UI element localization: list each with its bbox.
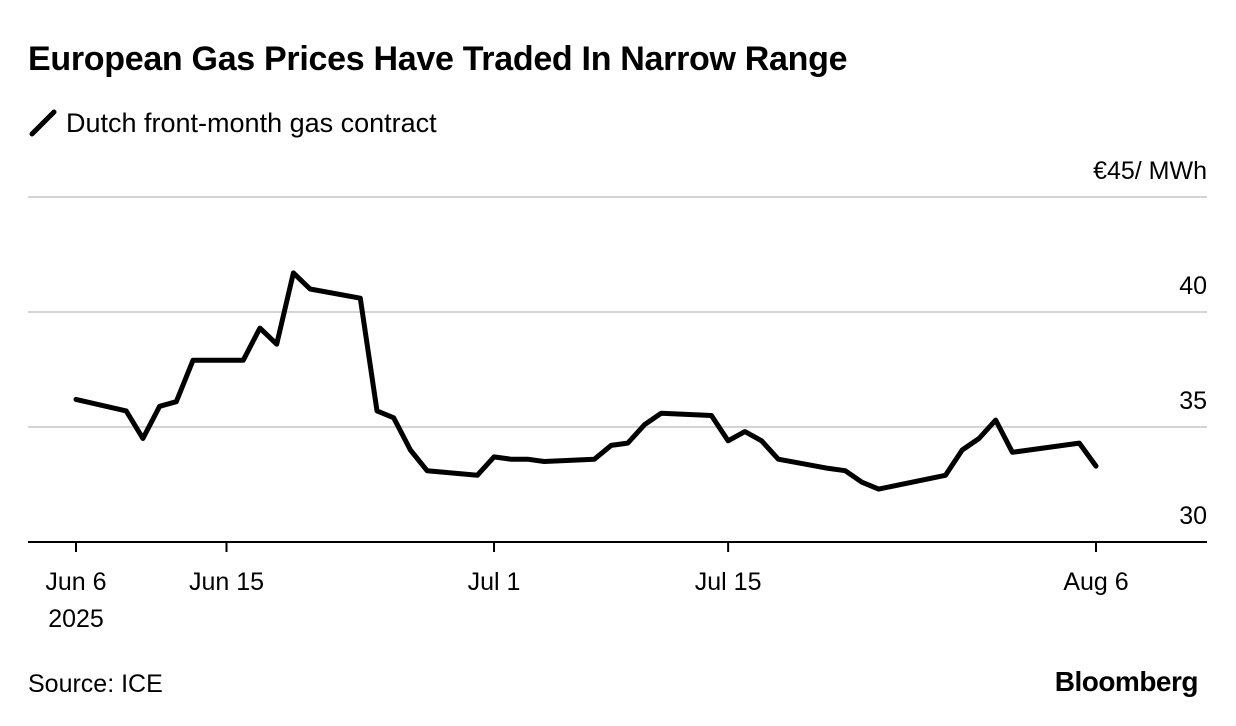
y-tick-label-45: €45/ MWh: [1093, 157, 1207, 185]
legend-label: Dutch front-month gas contract: [66, 107, 437, 138]
source-note: Source: ICE: [28, 670, 163, 698]
y-tick-label-40: 40: [1179, 272, 1207, 300]
series-line-0: [73, 270, 1099, 492]
x-tick-label-2025-07-01: Jul 1: [468, 568, 521, 596]
x-tick-sublabel-2025-06-06: 2025: [48, 605, 104, 633]
x-tick-label-2025-06-15: Jun 15: [189, 568, 264, 596]
bloomberg-logo: Bloomberg: [1054, 666, 1199, 697]
x-tick-label-2025-08-06: Aug 6: [1063, 568, 1128, 596]
x-tick-label-2025-06-06: Jun 6: [45, 568, 106, 596]
legend-line-icon: [29, 109, 57, 137]
y-tick-label-30: 30: [1179, 502, 1207, 530]
x-tick-label-2025-07-15: Jul 15: [695, 568, 762, 596]
chart-title: European Gas Prices Have Traded In Narro…: [28, 40, 848, 78]
y-tick-label-35: 35: [1179, 387, 1207, 415]
legend: Dutch front-month gas contract: [28, 106, 437, 140]
